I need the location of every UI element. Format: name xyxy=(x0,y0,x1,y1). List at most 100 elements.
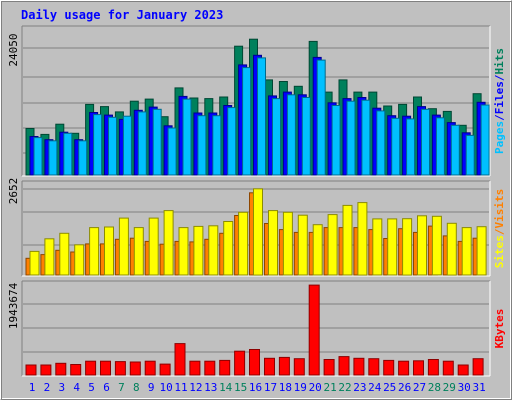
series-kbytes xyxy=(25,284,484,376)
kbytes-bar xyxy=(323,359,335,376)
sites-bar xyxy=(476,226,487,276)
kbytes-bar xyxy=(383,359,395,376)
y-axis-label-part: Sites xyxy=(493,235,506,268)
day-label: 15 xyxy=(234,381,247,394)
kbytes-bar xyxy=(249,349,260,376)
day-label: 7 xyxy=(118,381,125,394)
kbytes-bar xyxy=(159,363,171,376)
sites-bar xyxy=(44,238,55,276)
pages-bar xyxy=(257,57,266,176)
kbytes-bar xyxy=(174,343,186,376)
pages-bar xyxy=(361,99,371,176)
sites-bar xyxy=(193,225,204,276)
kbytes-bar xyxy=(189,360,201,376)
day-label: 23 xyxy=(353,381,366,394)
kbytes-bar xyxy=(70,364,82,376)
kbytes-bar xyxy=(129,361,141,376)
pages-bar xyxy=(227,107,237,176)
y-axis-label-part: / xyxy=(493,228,506,235)
pages-bar xyxy=(48,140,58,176)
y-axis-label-part: Files xyxy=(493,81,506,114)
day-label: 8 xyxy=(133,381,140,394)
sites-bar xyxy=(417,215,427,276)
y-axis-label-part: / xyxy=(493,74,506,81)
kbytes-bar xyxy=(55,362,67,376)
series-pages xyxy=(33,57,490,176)
pages-bar xyxy=(122,115,132,176)
panel-sites-visits: 2652 Sites/Visits xyxy=(7,178,506,277)
sites-bar xyxy=(89,227,100,276)
day-label: 29 xyxy=(443,381,456,394)
pages-bar xyxy=(33,137,43,176)
day-label: 6 xyxy=(103,381,110,394)
sites-bar xyxy=(402,218,413,276)
sites-bar xyxy=(238,211,249,276)
day-label: 17 xyxy=(264,381,277,394)
kbytes-bar xyxy=(234,350,246,376)
pages-bar xyxy=(78,140,88,176)
sites-bar xyxy=(148,217,159,276)
y-tick-label: 1943674 xyxy=(7,282,20,329)
day-label: 14 xyxy=(219,381,233,394)
day-label: 16 xyxy=(249,381,262,394)
sites-bar xyxy=(387,218,398,276)
day-labels: 1 2 3 4 5 6 7 8 9 10 11 12 13 14 15 16 17 18 19 20 21 22 23 24 2… xyxy=(29,381,486,394)
day-label: 22 xyxy=(338,381,351,394)
kbytes-bar xyxy=(308,284,320,376)
pages-bar xyxy=(346,100,356,176)
kbytes-bar xyxy=(40,364,52,376)
pages-bar xyxy=(286,94,296,176)
pages-bar xyxy=(465,134,475,176)
y-tick-label: 24050 xyxy=(7,33,20,66)
y-axis-label-part: KBytes xyxy=(493,309,506,349)
y-axis-label-part: Hits xyxy=(493,48,506,75)
pages-bar xyxy=(152,108,162,176)
day-label: 4 xyxy=(73,381,80,394)
sites-bar xyxy=(178,227,189,276)
kbytes-bar xyxy=(25,364,37,376)
pages-bar xyxy=(331,105,341,176)
pages-bar xyxy=(301,97,311,176)
day-label: 20 xyxy=(309,381,322,394)
sites-bar xyxy=(431,215,442,276)
day-label: 30 xyxy=(458,381,471,394)
pages-bar xyxy=(376,110,386,176)
pages-bar xyxy=(108,116,117,176)
sites-bar xyxy=(118,217,129,276)
y-axis-label: KBytes xyxy=(493,309,506,349)
kbytes-bar xyxy=(219,359,231,376)
sites-bar xyxy=(268,210,278,276)
day-label: 18 xyxy=(279,381,292,394)
pages-bar xyxy=(391,117,401,176)
y-axis-label-part: / xyxy=(493,114,506,121)
sites-bar xyxy=(253,188,263,276)
day-label: 24 xyxy=(368,381,382,394)
pages-bar xyxy=(242,67,252,176)
day-label: 27 xyxy=(413,381,426,394)
sites-bar xyxy=(282,211,293,276)
pages-bar xyxy=(406,118,416,176)
pages-bar xyxy=(272,98,281,176)
kbytes-bar xyxy=(278,356,290,376)
day-label: 11 xyxy=(174,381,187,394)
day-label: 5 xyxy=(88,381,95,394)
chart-title: Daily usage for January 2023 xyxy=(21,8,223,22)
kbytes-bar xyxy=(338,356,350,376)
day-label: 9 xyxy=(148,381,155,394)
sites-bar xyxy=(297,214,308,276)
kbytes-bar xyxy=(457,364,469,376)
kbytes-bar xyxy=(442,360,454,376)
pages-bar xyxy=(197,115,207,176)
kbytes-bar xyxy=(427,359,439,376)
day-label: 28 xyxy=(428,381,441,394)
y-axis-label-part: Pages xyxy=(493,121,506,154)
panel-kbytes: 1943674 KBytes xyxy=(7,280,506,377)
pages-bar xyxy=(182,98,192,176)
pages-bar xyxy=(316,59,326,176)
series-sites xyxy=(29,188,487,276)
sites-bar xyxy=(163,210,174,276)
sites-bar xyxy=(29,250,40,276)
